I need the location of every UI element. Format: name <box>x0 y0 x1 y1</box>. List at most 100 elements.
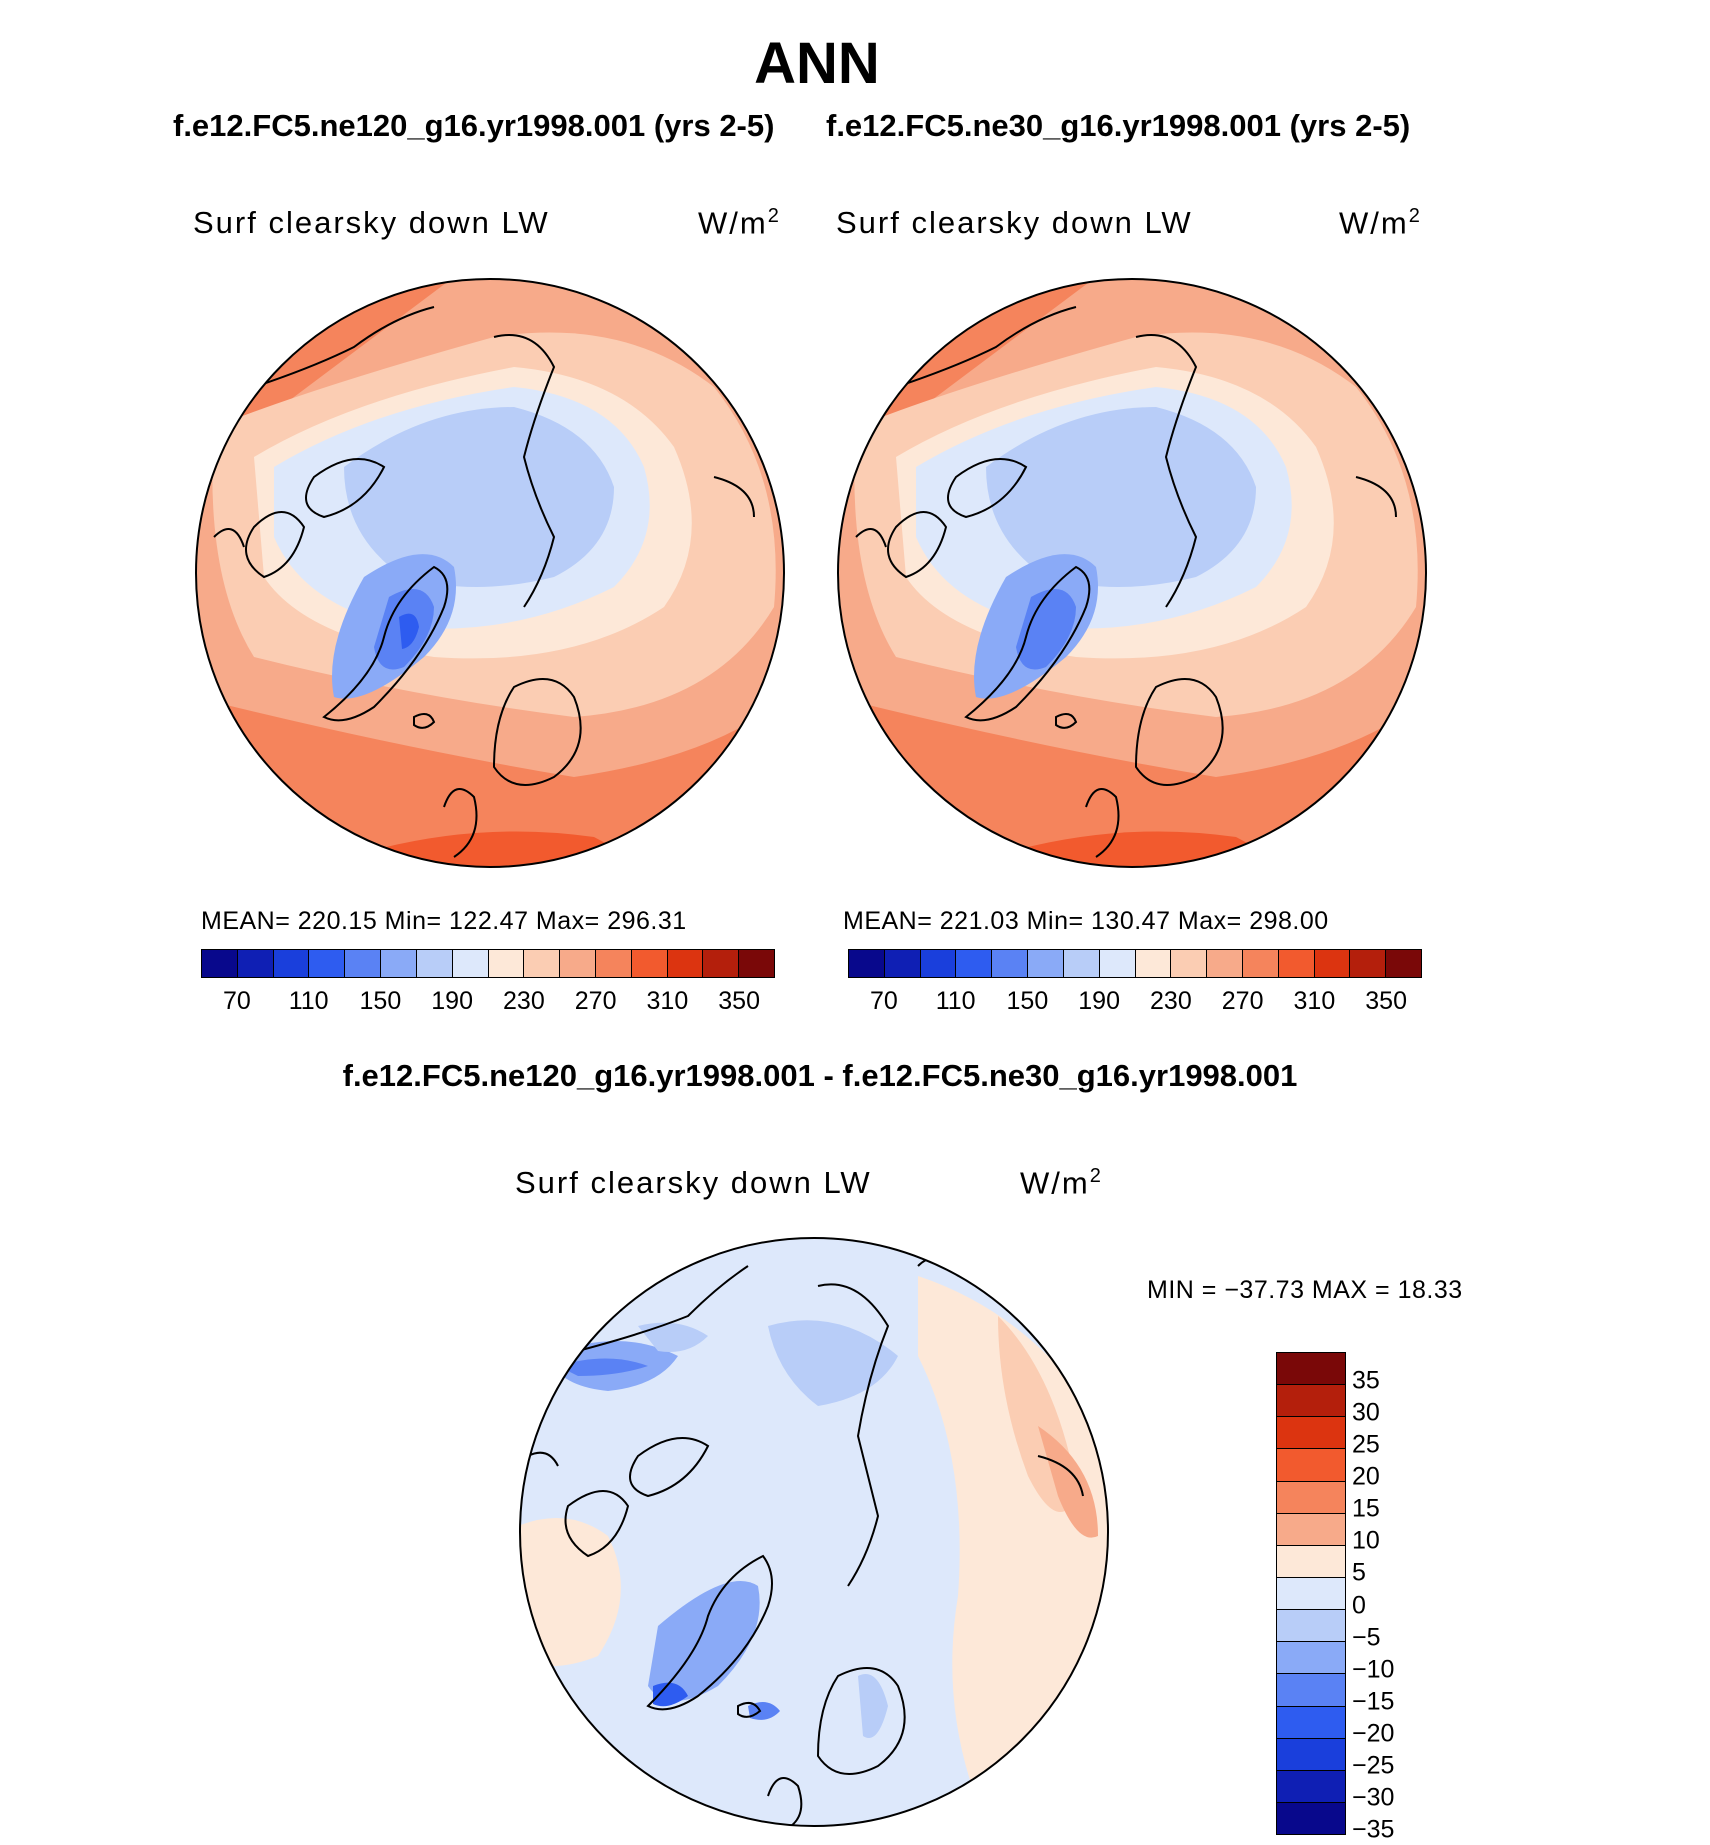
diff-colorbar-box <box>1277 1706 1345 1739</box>
panel1-colorbar-box <box>739 950 774 977</box>
diff-colorbar-label: 10 <box>1352 1526 1380 1555</box>
panel2-colorbar-box <box>1350 950 1387 977</box>
diff-stats: MIN = −37.73 MAX = 18.33 <box>1147 1276 1463 1304</box>
diff-colorbar-box <box>1277 1353 1345 1386</box>
panel1-colorbar-box <box>560 950 596 977</box>
panel1-colorbar-box <box>237 950 274 977</box>
panel1-colorbar-label: 190 <box>431 987 473 1015</box>
panel2-colorbar-label: 270 <box>1221 987 1264 1015</box>
panel1-colorbar-label: 70 <box>222 987 251 1015</box>
panel2-units: W/m2 <box>1339 205 1422 241</box>
panel2-colorbar-label: 190 <box>1078 987 1120 1015</box>
diff-colorbar-label: −25 <box>1352 1751 1395 1780</box>
panel1-colorbar-label: 150 <box>359 987 402 1015</box>
panel2-colorbar-box <box>956 950 993 977</box>
diff-colorbar-box <box>1277 1449 1345 1482</box>
panel1-colorbar-box <box>416 950 453 977</box>
diff-colorbar <box>1276 1352 1346 1835</box>
diff-colorbar-label: 20 <box>1352 1462 1380 1491</box>
panel1-colorbar-box <box>202 950 238 977</box>
panel1-colorbar-box <box>309 950 346 977</box>
panel2-colorbar-label: 350 <box>1365 987 1407 1015</box>
panel2-colorbar-box <box>1386 950 1421 977</box>
panel1-colorbar-label: 230 <box>503 987 545 1015</box>
panel2-stats: MEAN= 221.03 Min= 130.47 Max= 298.00 <box>843 907 1329 935</box>
panel1-colorbar-box <box>452 950 489 977</box>
panel2-colorbar: 70 110 150 190 230 270 310 350 <box>848 949 1422 1015</box>
panel2-colorbar-box <box>1028 950 1064 977</box>
panel1-colorbar-box <box>345 950 382 977</box>
page-title: ANN <box>754 31 880 96</box>
panel2-polar-map <box>837 278 1427 868</box>
panel1-colorbar-box <box>595 950 632 977</box>
diff-colorbar-box <box>1277 1385 1345 1418</box>
panel1-colorbar-label: 270 <box>574 987 617 1015</box>
diff-colorbar-box <box>1277 1545 1345 1578</box>
panel2-colorbar-label: 110 <box>935 987 976 1015</box>
diff-colorbar-box <box>1277 1642 1345 1675</box>
diff-colorbar-box <box>1277 1738 1345 1771</box>
diff-colorbar-label: 0 <box>1352 1591 1366 1620</box>
panel1-colorbar-box <box>631 950 668 977</box>
diff-colorbar-boxes <box>1276 1352 1346 1835</box>
panel2-colorbar-box <box>1171 950 1208 977</box>
panel1-colorbar-boxes <box>201 949 775 978</box>
panel2-variable: Surf clearsky down LW <box>836 205 1193 240</box>
panel2-colorbar-box <box>920 950 957 977</box>
diff-colorbar-label: −35 <box>1352 1815 1395 1844</box>
diff-colorbar-label: −15 <box>1352 1687 1395 1716</box>
diff-colorbar-box <box>1277 1770 1345 1803</box>
panel2-colorbar-box <box>884 950 921 977</box>
diff-colorbar-box <box>1277 1802 1345 1835</box>
panel2-colorbar-label: 70 <box>869 987 898 1015</box>
panel1-colorbar-box <box>488 950 525 977</box>
panel2-colorbar-box <box>1278 950 1315 977</box>
panel1-colorbar: 70 110 150 190 230 270 310 350 <box>201 949 775 1015</box>
diff-colorbar-label: 15 <box>1352 1494 1380 1523</box>
panel1-colorbar-box <box>667 950 704 977</box>
panel2-colorbar-box <box>1099 950 1136 977</box>
panel1-colorbar-label: 110 <box>288 987 329 1015</box>
panel2-colorbar-box <box>1207 950 1243 977</box>
diff-colorbar-box <box>1277 1610 1345 1643</box>
panel2-colorbar-box <box>849 950 885 977</box>
panel1-polar-map <box>195 278 785 868</box>
panel2-colorbar-box <box>1314 950 1351 977</box>
diff-colorbar-label: 30 <box>1352 1398 1380 1427</box>
diff-colorbar-box <box>1277 1417 1345 1450</box>
panel2-colorbar-label: 230 <box>1150 987 1192 1015</box>
panel1-colorbar-labels: 70 110 150 190 230 270 310 350 <box>201 987 775 1017</box>
diff-colorbar-label: −5 <box>1352 1623 1381 1652</box>
panel1-colorbar-box <box>703 950 740 977</box>
diff-units: W/m2 <box>1020 1165 1103 1201</box>
diff-colorbar-box <box>1277 1577 1345 1611</box>
panel1-colorbar-box <box>524 950 561 977</box>
panel2-colorbar-boxes <box>848 949 1422 978</box>
diff-variable: Surf clearsky down LW <box>515 1165 872 1200</box>
diff-colorbar-label: −20 <box>1352 1719 1395 1748</box>
diff-colorbar-label: 5 <box>1352 1558 1366 1587</box>
diff-title: f.e12.FC5.ne120_g16.yr1998.001 - f.e12.F… <box>342 1058 1298 1093</box>
panel2-colorbar-box <box>992 950 1029 977</box>
panel2-colorbar-label: 150 <box>1006 987 1049 1015</box>
panel1-stats: MEAN= 220.15 Min= 122.47 Max= 296.31 <box>201 907 687 935</box>
diff-colorbar-labels: 35 30 25 20 15 10 5 0 −5 −10 −15 −20 −25 −30 −35 <box>1352 1352 1432 1844</box>
panel2-colorbar-labels: 70 110 150 190 230 270 310 350 <box>848 987 1422 1017</box>
diff-colorbar-label: 25 <box>1352 1430 1380 1459</box>
diff-colorbar-label: −10 <box>1352 1655 1395 1684</box>
panel2-colorbar-box <box>1242 950 1279 977</box>
panel2-colorbar-label: 310 <box>1293 987 1336 1015</box>
diff-colorbar-box <box>1277 1481 1345 1514</box>
panel2-colorbar-box <box>1063 950 1100 977</box>
panel1-colorbar-box <box>381 950 417 977</box>
panel1-units: W/m2 <box>698 205 781 241</box>
case-title-right: f.e12.FC5.ne30_g16.yr1998.001 (yrs 2-5) <box>826 108 1411 143</box>
diff-colorbar-label: 35 <box>1352 1366 1380 1395</box>
panel1-colorbar-box <box>273 950 310 977</box>
diff-colorbar-box <box>1277 1513 1345 1546</box>
panel1-variable: Surf clearsky down LW <box>193 205 550 240</box>
panel1-colorbar-label: 310 <box>646 987 689 1015</box>
diff-polar-map <box>519 1237 1109 1827</box>
diff-colorbar-box <box>1277 1674 1345 1707</box>
panel1-colorbar-label: 350 <box>718 987 760 1015</box>
